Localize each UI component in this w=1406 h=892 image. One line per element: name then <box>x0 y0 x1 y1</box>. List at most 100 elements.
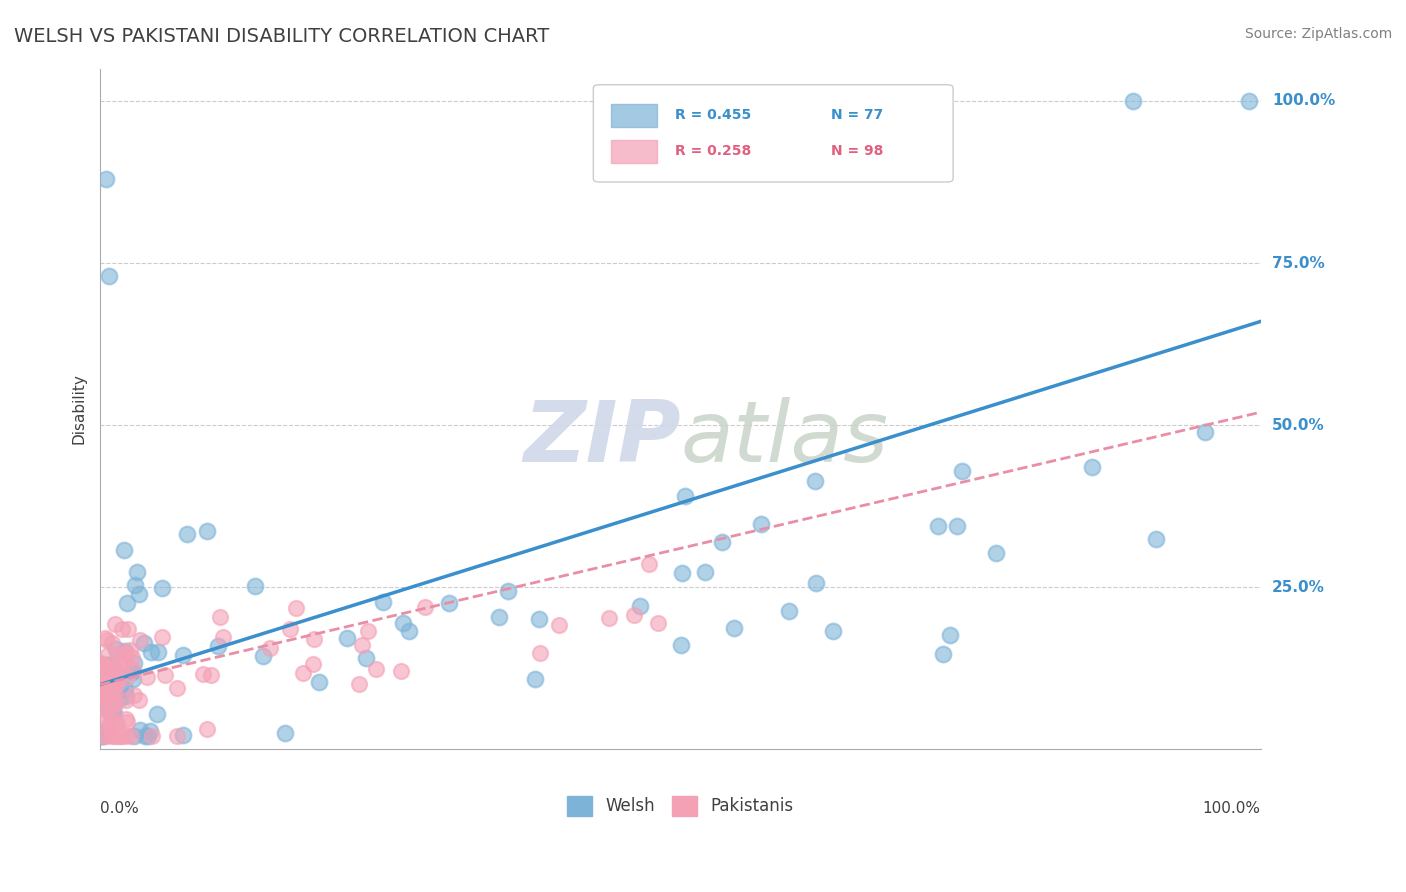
Point <box>105 717 128 731</box>
Point <box>778 604 800 618</box>
Point <box>804 475 827 489</box>
Point <box>823 624 845 638</box>
Point <box>364 662 387 676</box>
Point <box>336 631 359 645</box>
Point <box>723 621 745 635</box>
Point <box>172 648 194 663</box>
Point <box>176 527 198 541</box>
Point <box>371 595 394 609</box>
Point <box>1122 94 1144 108</box>
Point <box>107 647 129 661</box>
Point <box>94 687 117 701</box>
FancyBboxPatch shape <box>593 85 953 182</box>
Point <box>637 558 659 572</box>
Point <box>90 730 112 744</box>
Point <box>693 566 716 580</box>
Point <box>152 630 174 644</box>
Point <box>193 667 215 681</box>
Point <box>208 610 231 624</box>
Point <box>101 681 124 696</box>
Point <box>110 680 132 694</box>
Point <box>98 268 121 283</box>
Point <box>100 666 122 681</box>
Point <box>94 661 117 675</box>
Point <box>523 672 546 686</box>
Point <box>946 518 969 533</box>
Text: N = 77: N = 77 <box>831 108 883 122</box>
Point <box>105 641 128 656</box>
Point <box>94 632 117 646</box>
Point <box>927 519 949 533</box>
Point <box>93 658 115 673</box>
Point <box>115 654 138 668</box>
Point <box>94 686 117 700</box>
Point <box>105 730 128 744</box>
Point <box>93 730 115 744</box>
Point <box>304 632 326 646</box>
Point <box>1144 532 1167 546</box>
Point <box>259 640 281 655</box>
Point <box>89 695 111 709</box>
Text: 75.0%: 75.0% <box>1272 255 1324 270</box>
Point <box>100 706 122 720</box>
Point <box>107 729 129 743</box>
Point <box>285 601 308 615</box>
Point <box>101 713 124 727</box>
Point <box>301 657 323 672</box>
Point <box>90 714 112 729</box>
Point <box>122 730 145 744</box>
Point <box>647 615 669 630</box>
Point <box>125 565 148 579</box>
Legend: Welsh, Pakistanis: Welsh, Pakistanis <box>561 789 800 822</box>
Text: R = 0.258: R = 0.258 <box>675 144 751 158</box>
Point <box>136 730 159 744</box>
Text: atlas: atlas <box>681 397 889 480</box>
Point <box>292 666 315 681</box>
Point <box>91 701 114 715</box>
Point <box>97 716 120 731</box>
Point <box>93 688 115 702</box>
Point <box>939 628 962 642</box>
Point <box>122 673 145 687</box>
Point <box>115 670 138 684</box>
Point <box>278 622 301 636</box>
Point <box>90 665 112 679</box>
Point <box>115 647 138 661</box>
Point <box>166 730 188 744</box>
Point <box>496 584 519 599</box>
Point <box>529 646 551 660</box>
Point <box>101 693 124 707</box>
Point <box>950 464 973 478</box>
Point <box>98 674 121 689</box>
Point <box>623 608 645 623</box>
Point <box>166 681 188 695</box>
Text: WELSH VS PAKISTANI DISABILITY CORRELATION CHART: WELSH VS PAKISTANI DISABILITY CORRELATIO… <box>14 27 550 45</box>
Bar <box>610 104 657 127</box>
Point <box>148 645 170 659</box>
Y-axis label: Disability: Disability <box>72 374 86 444</box>
Point <box>91 683 114 698</box>
Point <box>128 632 150 647</box>
Point <box>352 638 374 652</box>
Point <box>112 542 135 557</box>
Point <box>628 599 651 613</box>
Point <box>94 696 117 710</box>
Point <box>117 622 139 636</box>
Point <box>94 171 117 186</box>
Text: 100.0%: 100.0% <box>1272 94 1336 109</box>
Point <box>115 715 138 730</box>
Point <box>150 581 173 595</box>
Point <box>115 712 138 726</box>
Point <box>121 650 143 665</box>
Point <box>124 578 146 592</box>
Point <box>132 636 155 650</box>
Point <box>146 706 169 721</box>
Point <box>91 702 114 716</box>
Point <box>97 663 120 677</box>
Point <box>101 661 124 675</box>
Point <box>124 657 146 671</box>
Point <box>110 623 132 637</box>
Text: 100.0%: 100.0% <box>1202 801 1261 816</box>
Point <box>274 726 297 740</box>
Point <box>100 658 122 673</box>
